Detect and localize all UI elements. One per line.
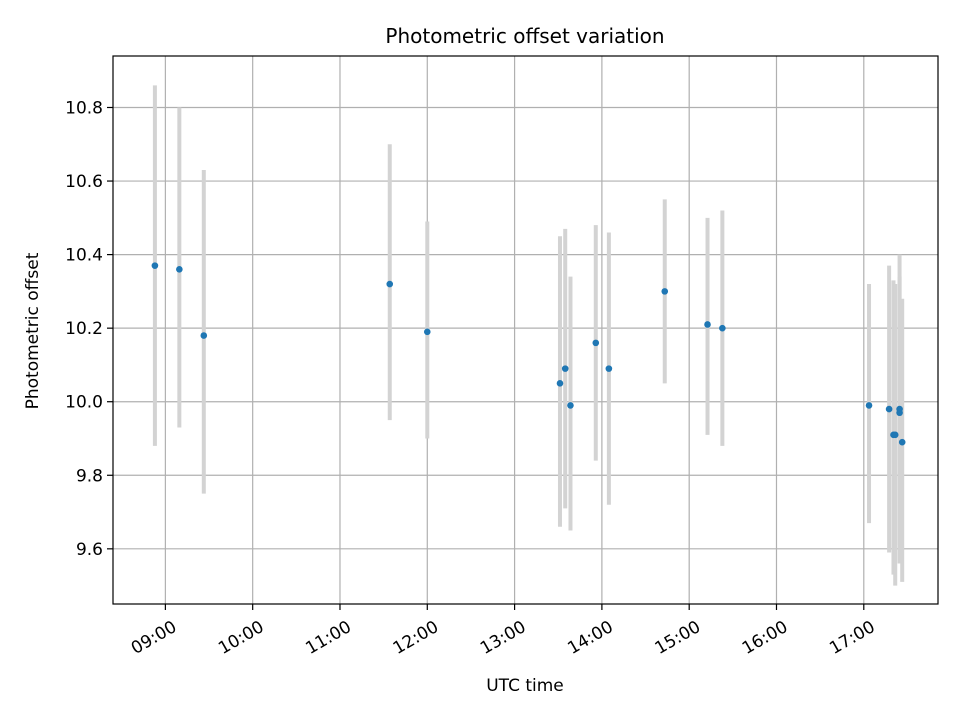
data-point (592, 339, 600, 347)
data-point (151, 262, 159, 269)
data-point (200, 332, 208, 339)
y-axis-label: Photometric offset (23, 252, 43, 409)
y-tick-label: 9.6 (76, 540, 103, 560)
data-point (567, 402, 574, 409)
chart-title: Photometric offset variation (385, 24, 664, 48)
data-point (605, 365, 613, 372)
grid (113, 56, 938, 604)
data-point (561, 365, 569, 372)
data-point (386, 280, 394, 288)
data-point (704, 321, 711, 328)
x-axis-label: UTC time (486, 676, 564, 696)
y-tick-label: 9.8 (76, 466, 103, 486)
data-point (176, 266, 183, 273)
data-points (151, 262, 906, 446)
y-tick-label: 10.0 (65, 393, 103, 413)
data-point (891, 431, 899, 439)
y-tick-label: 10.6 (65, 172, 103, 192)
data-point (661, 288, 669, 295)
plot-frame (112, 55, 939, 605)
y-tick-label: 10.2 (65, 319, 103, 339)
data-point (719, 324, 726, 332)
data-point (896, 409, 903, 417)
y-tick-label: 10.8 (65, 98, 103, 118)
data-point (423, 328, 431, 336)
y-tick-label: 10.4 (65, 246, 103, 266)
data-point (865, 402, 873, 409)
data-point (898, 438, 906, 446)
data-point (556, 380, 564, 387)
data-point (885, 405, 893, 413)
